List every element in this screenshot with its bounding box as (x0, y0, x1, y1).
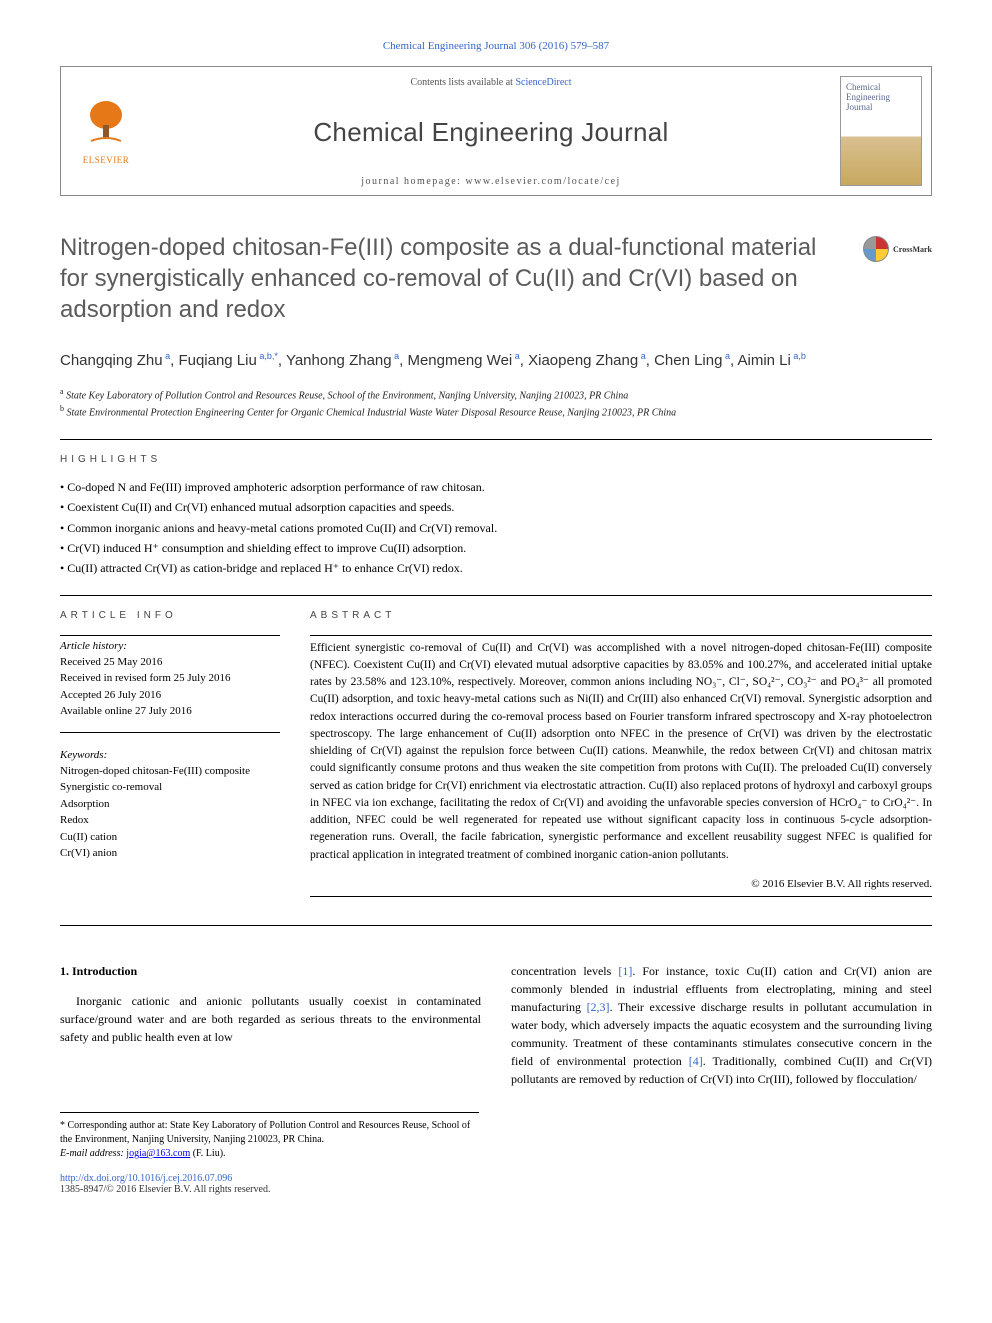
citation-link[interactable]: [2,3] (587, 1000, 610, 1014)
highlight-item: Coexistent Cu(II) and Cr(VI) enhanced mu… (60, 497, 932, 517)
homepage-prefix: journal homepage: (361, 176, 465, 187)
article-page: Chemical Engineering Journal 306 (2016) … (0, 0, 992, 1245)
highlight-item: Cr(VI) induced H⁺ consumption and shield… (60, 538, 932, 558)
publisher-name: ELSEVIER (81, 155, 131, 165)
crossmark-label: CrossMark (893, 245, 932, 254)
keywords-label: Keywords: (60, 749, 280, 761)
author: Aimin Li a,b (737, 352, 805, 369)
history-label: Article history: (60, 640, 280, 652)
author: Xiaopeng Zhang a (528, 352, 646, 369)
keyword-item: Redox (60, 812, 280, 829)
journal-cover-thumbnail: Chemical Engineering Journal (840, 76, 922, 186)
history-item: Accepted 26 July 2016 (60, 687, 280, 704)
email-person: (F. Liu). (190, 1148, 225, 1159)
article-info-column: ARTICLE INFO Article history: Received 2… (60, 610, 280, 901)
article-info-label: ARTICLE INFO (60, 610, 280, 621)
affiliation-b: b State Environmental Protection Enginee… (60, 403, 932, 420)
issn-copyright: 1385-8947/© 2016 Elsevier B.V. All right… (60, 1184, 932, 1195)
citation-link[interactable]: [4] (689, 1054, 703, 1068)
crossmark-badge[interactable]: CrossMark (863, 236, 932, 262)
separator (310, 896, 932, 897)
separator (60, 439, 932, 440)
history-item: Received in revised form 25 July 2016 (60, 670, 280, 687)
journal-header: ELSEVIER Contents lists available at Sci… (60, 66, 932, 196)
keyword-item: Adsorption (60, 796, 280, 813)
separator (310, 635, 932, 636)
abstract-copyright: © 2016 Elsevier B.V. All rights reserved… (310, 878, 932, 890)
author: Mengmeng Wei a (407, 352, 519, 369)
keyword-item: Cr(VI) anion (60, 845, 280, 862)
doi-link[interactable]: http://dx.doi.org/10.1016/j.cej.2016.07.… (60, 1173, 932, 1184)
publisher-logo-cell: ELSEVIER (61, 67, 151, 195)
keyword-item: Cu(II) cation (60, 829, 280, 846)
separator (60, 595, 932, 596)
body-columns: 1. Introduction Inorganic cationic and a… (60, 962, 932, 1088)
keyword-item: Nitrogen-doped chitosan-Fe(III) composit… (60, 763, 280, 780)
header-center: Contents lists available at ScienceDirec… (151, 67, 831, 195)
author: Chen Ling a (654, 352, 730, 369)
title-block: Nitrogen-doped chitosan-Fe(III) composit… (60, 232, 932, 326)
crossmark-icon (863, 236, 889, 262)
keyword-item: Synergistic co-removal (60, 779, 280, 796)
affiliation-a: a State Key Laboratory of Pollution Cont… (60, 386, 932, 403)
separator (60, 925, 932, 926)
highlight-item: Common inorganic anions and heavy-metal … (60, 518, 932, 538)
author: Changqing Zhu a (60, 352, 170, 369)
body-paragraph: Inorganic cationic and anionic pollutant… (60, 992, 481, 1046)
corresponding-mark: * (274, 351, 278, 361)
publisher-logo: ELSEVIER (81, 97, 131, 165)
abstract-label: ABSTRACT (310, 610, 932, 621)
highlights-label: HIGHLIGHTS (60, 454, 932, 465)
history-item: Available online 27 July 2016 (60, 703, 280, 720)
citation-line: Chemical Engineering Journal 306 (2016) … (60, 40, 932, 52)
highlight-item: Co-doped N and Fe(III) improved amphoter… (60, 477, 932, 497)
sciencedirect-link[interactable]: ScienceDirect (515, 77, 571, 88)
article-title: Nitrogen-doped chitosan-Fe(III) composit… (60, 232, 843, 326)
history-item: Received 25 May 2016 (60, 654, 280, 671)
elsevier-tree-icon (81, 97, 131, 153)
author: Fuqiang Liu a,b, (178, 352, 274, 369)
highlights-list: Co-doped N and Fe(III) improved amphoter… (60, 477, 932, 579)
separator (60, 732, 280, 733)
journal-cover-cell: Chemical Engineering Journal (831, 67, 931, 195)
contents-available-line: Contents lists available at ScienceDirec… (410, 77, 571, 88)
highlight-item: Cu(II) attracted Cr(VI) as cation-bridge… (60, 558, 932, 578)
abstract-column: ABSTRACT Efficient synergistic co-remova… (310, 610, 932, 901)
affiliations: a State Key Laboratory of Pollution Cont… (60, 386, 932, 421)
abstract-text: Efficient synergistic co-removal of Cu(I… (310, 640, 932, 864)
homepage-line: journal homepage: www.elsevier.com/locat… (361, 176, 621, 187)
cover-text: Chemical Engineering Journal (846, 82, 890, 112)
body-column-right: concentration levels [1]. For instance, … (511, 962, 932, 1088)
body-column-left: 1. Introduction Inorganic cationic and a… (60, 962, 481, 1088)
section-heading: 1. Introduction (60, 962, 481, 980)
info-abstract-row: ARTICLE INFO Article history: Received 2… (60, 610, 932, 901)
corresponding-author-note: * Corresponding author at: State Key Lab… (60, 1119, 479, 1147)
body-paragraph: concentration levels [1]. For instance, … (511, 962, 932, 1088)
footnote-block: * Corresponding author at: State Key Lab… (60, 1112, 479, 1161)
separator (60, 635, 280, 636)
contents-prefix: Contents lists available at (410, 77, 515, 88)
email-label: E-mail address: (60, 1148, 126, 1159)
homepage-url[interactable]: www.elsevier.com/locate/cej (465, 176, 620, 187)
journal-name: Chemical Engineering Journal (313, 117, 668, 148)
email-line: E-mail address: jogia@163.com (F. Liu). (60, 1147, 479, 1161)
author-list: Changqing Zhu a, Fuqiang Liu a,b,*, Yanh… (60, 350, 932, 373)
author: Yanhong Zhang a (286, 352, 399, 369)
email-link[interactable]: jogia@163.com (126, 1148, 190, 1159)
citation-link[interactable]: [1] (618, 964, 632, 978)
